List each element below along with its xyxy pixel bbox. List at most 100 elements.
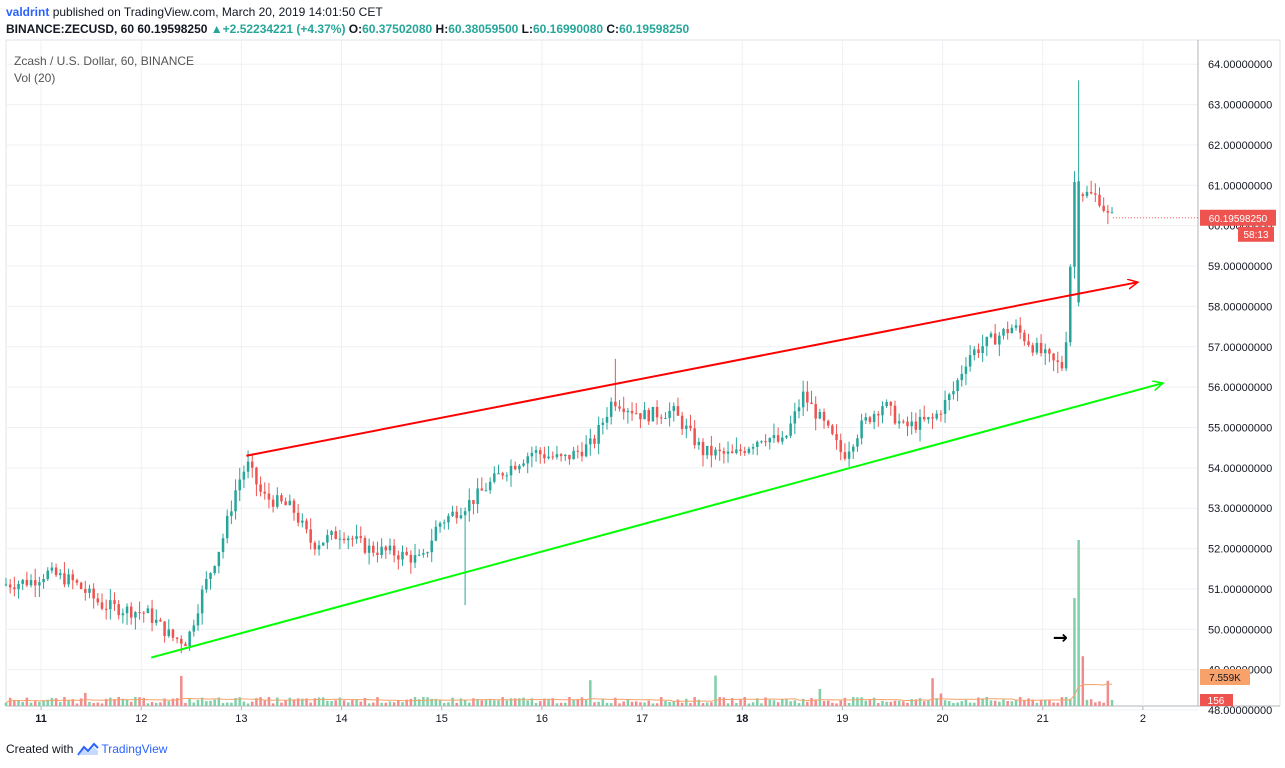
volume-bar xyxy=(906,702,909,706)
volume-bar xyxy=(342,700,346,706)
volume-bar xyxy=(33,701,37,706)
volume-bar xyxy=(939,693,943,706)
candle-body xyxy=(468,500,471,512)
candle-body xyxy=(422,553,425,555)
annotation-arrow-icon[interactable]: → xyxy=(1053,627,1068,648)
volume-bar xyxy=(801,698,805,706)
volume-indicator-label[interactable]: Vol (20) xyxy=(14,71,56,85)
volume-bar xyxy=(100,703,104,706)
candle-body xyxy=(1077,181,1080,303)
candle-body xyxy=(835,434,838,441)
candle-body xyxy=(685,425,688,429)
x-tick-label: 14 xyxy=(335,713,347,725)
candle-body xyxy=(572,450,575,460)
candle-body xyxy=(376,552,379,556)
volume-bar xyxy=(785,698,788,706)
volume-bar xyxy=(818,688,822,706)
candle-body xyxy=(551,456,555,458)
volume-bar xyxy=(142,697,145,706)
volume-bar xyxy=(192,702,196,706)
resistance-trendline[interactable] xyxy=(246,282,1137,457)
candle-body xyxy=(651,406,655,422)
volume-bar xyxy=(835,703,838,706)
candle-body xyxy=(79,582,83,589)
volume-bar xyxy=(171,698,175,706)
candle-body xyxy=(142,612,145,614)
volume-bar xyxy=(822,701,826,706)
candle-body xyxy=(534,450,538,453)
candle-body xyxy=(250,461,254,468)
volume-bar xyxy=(626,699,630,706)
candle-body xyxy=(1002,329,1005,336)
candle-body xyxy=(271,499,275,507)
volume-bar xyxy=(271,703,275,706)
volume-bar xyxy=(931,678,934,706)
volume-bar xyxy=(584,699,588,706)
candle-body xyxy=(455,511,459,519)
volume-bar xyxy=(276,697,279,706)
candle-body xyxy=(417,554,421,556)
candle-body xyxy=(280,495,283,502)
candle-body xyxy=(739,449,742,452)
candle-body xyxy=(38,582,41,586)
candle-body xyxy=(246,461,250,472)
candle-body xyxy=(977,349,980,354)
volume-bar xyxy=(50,697,54,706)
volume-bar xyxy=(897,700,901,706)
volume-bar xyxy=(338,697,342,706)
volume-bar xyxy=(200,697,204,706)
last-price-badge xyxy=(1200,209,1276,226)
candle-body xyxy=(559,454,563,457)
x-tick-label: 11 xyxy=(35,713,47,725)
volume-bar xyxy=(960,701,964,706)
volume-bar xyxy=(559,702,563,706)
candle-body xyxy=(718,449,721,452)
author-name[interactable]: valdrint xyxy=(6,5,50,19)
candle-body xyxy=(1110,212,1114,214)
candle-body xyxy=(872,413,876,423)
volume-bar xyxy=(267,696,271,706)
candle-body xyxy=(852,446,855,452)
volume-bar xyxy=(864,700,868,706)
support-trendline[interactable] xyxy=(150,383,1163,659)
candle-body xyxy=(885,402,888,407)
volume-bar xyxy=(660,696,663,706)
candle-body xyxy=(150,608,154,623)
candle-body xyxy=(622,408,625,413)
countdown-badge xyxy=(1238,226,1274,242)
y-tick-label: 57.00000000 xyxy=(1208,342,1272,354)
candle-body xyxy=(818,411,822,419)
volume-bar xyxy=(1077,540,1080,706)
close-value: 60.19598250 xyxy=(619,22,690,36)
volume-bar xyxy=(63,696,66,706)
candle-body xyxy=(180,638,183,644)
candle-body xyxy=(580,451,584,457)
candle-body xyxy=(697,441,701,446)
volume-bar xyxy=(593,702,596,706)
candle-body xyxy=(8,584,12,588)
volume-bar xyxy=(580,697,584,706)
candle-body xyxy=(776,435,780,442)
countdown-badge-label: 58:13 xyxy=(1243,230,1268,241)
tradingview-brand[interactable]: TradingView xyxy=(77,742,167,756)
volume-bar xyxy=(914,699,918,706)
price-chart[interactable]: 64.00000000 63.00000000 62.00000000 61.0000… xyxy=(0,0,1285,740)
candle-body xyxy=(459,515,463,519)
volume-bar xyxy=(639,702,642,706)
volume-bar xyxy=(1023,700,1026,706)
candle-body xyxy=(918,416,922,430)
volume-bar xyxy=(1073,598,1076,706)
y-tick-label: 59.00000000 xyxy=(1208,261,1272,273)
volume-bar xyxy=(513,698,517,706)
candle-body xyxy=(760,441,763,443)
tradingview-brand-label[interactable]: TradingView xyxy=(101,742,168,756)
volume-bar xyxy=(789,701,792,706)
y-tick-label: 51.00000000 xyxy=(1208,584,1272,596)
candle-body xyxy=(117,604,120,616)
candle-body xyxy=(242,471,246,480)
candle-body xyxy=(797,407,801,412)
volume-bar xyxy=(175,698,179,706)
candle-body xyxy=(230,511,233,516)
candle-body xyxy=(881,406,884,416)
volume-bar xyxy=(722,697,726,706)
